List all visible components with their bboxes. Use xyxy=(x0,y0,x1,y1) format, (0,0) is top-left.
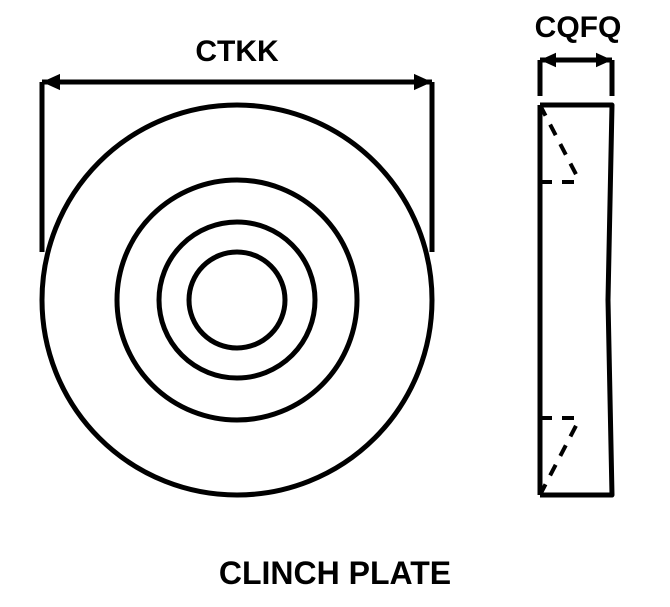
ctkk-arrow-left xyxy=(42,74,60,90)
front-ring-circle xyxy=(117,180,357,420)
front-hole-outer xyxy=(159,222,315,378)
side-outline xyxy=(540,105,612,495)
ctkk-arrow-right xyxy=(414,74,432,90)
dimension-cqfq xyxy=(540,53,612,96)
front-outer-circle xyxy=(42,105,432,495)
diagram-svg xyxy=(0,0,670,607)
diagram-stage: CLINCH PLATE CTKK CQFQ xyxy=(0,0,670,607)
front-hole-inner xyxy=(189,252,285,348)
front-view xyxy=(42,105,432,495)
side-view xyxy=(540,105,612,495)
